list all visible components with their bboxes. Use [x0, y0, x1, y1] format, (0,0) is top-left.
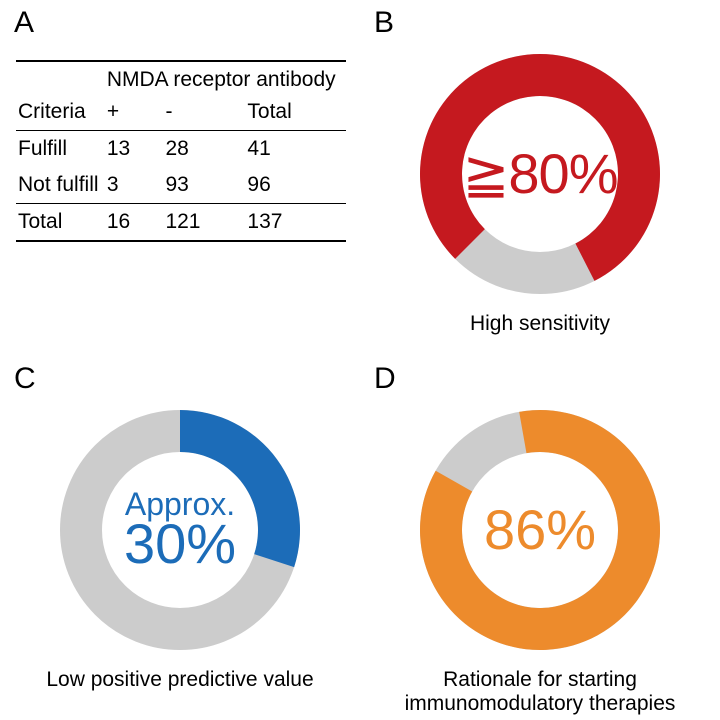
col-plus: + — [105, 94, 164, 131]
col-criteria: Criteria — [16, 94, 105, 131]
panel-a-label: A — [14, 6, 34, 40]
panel-a: A NMDA receptor antibody Criteria + - To… — [0, 0, 360, 356]
donut-c-caption: Low positive predictive value — [12, 668, 348, 692]
col-total: Total — [245, 94, 346, 131]
panel-c: C Approx. 30% Low positive predictive va… — [0, 356, 360, 720]
table-row: Not fulfill 3 93 96 — [16, 167, 346, 204]
data-table: NMDA receptor antibody Criteria + - Tota… — [16, 60, 346, 242]
panel-b-label: B — [374, 6, 394, 40]
panel-d-label: D — [374, 362, 396, 396]
donut-d-center: 86% — [484, 502, 596, 558]
table-row: Total 16 121 137 — [16, 204, 346, 242]
donut-c-center-big: 30% — [124, 516, 236, 572]
donut-b-caption: High sensitivity — [372, 312, 708, 336]
donut-d-caption: Rationale for startingimmunomodulatory t… — [372, 668, 708, 716]
donut-d: 86% — [410, 400, 670, 660]
panel-c-label: C — [14, 362, 36, 396]
table-group-header: NMDA receptor antibody — [105, 61, 346, 94]
panel-b: B ≧80% High sensitivity — [360, 0, 720, 356]
col-minus: - — [163, 94, 245, 131]
donut-b: ≧80% — [410, 44, 670, 304]
table-row: Fulfill 13 28 41 — [16, 131, 346, 168]
donut-b-center: ≧80% — [462, 146, 617, 202]
donut-c: Approx. 30% — [50, 400, 310, 660]
panel-d: D 86% Rationale for startingimmunomodula… — [360, 356, 720, 720]
